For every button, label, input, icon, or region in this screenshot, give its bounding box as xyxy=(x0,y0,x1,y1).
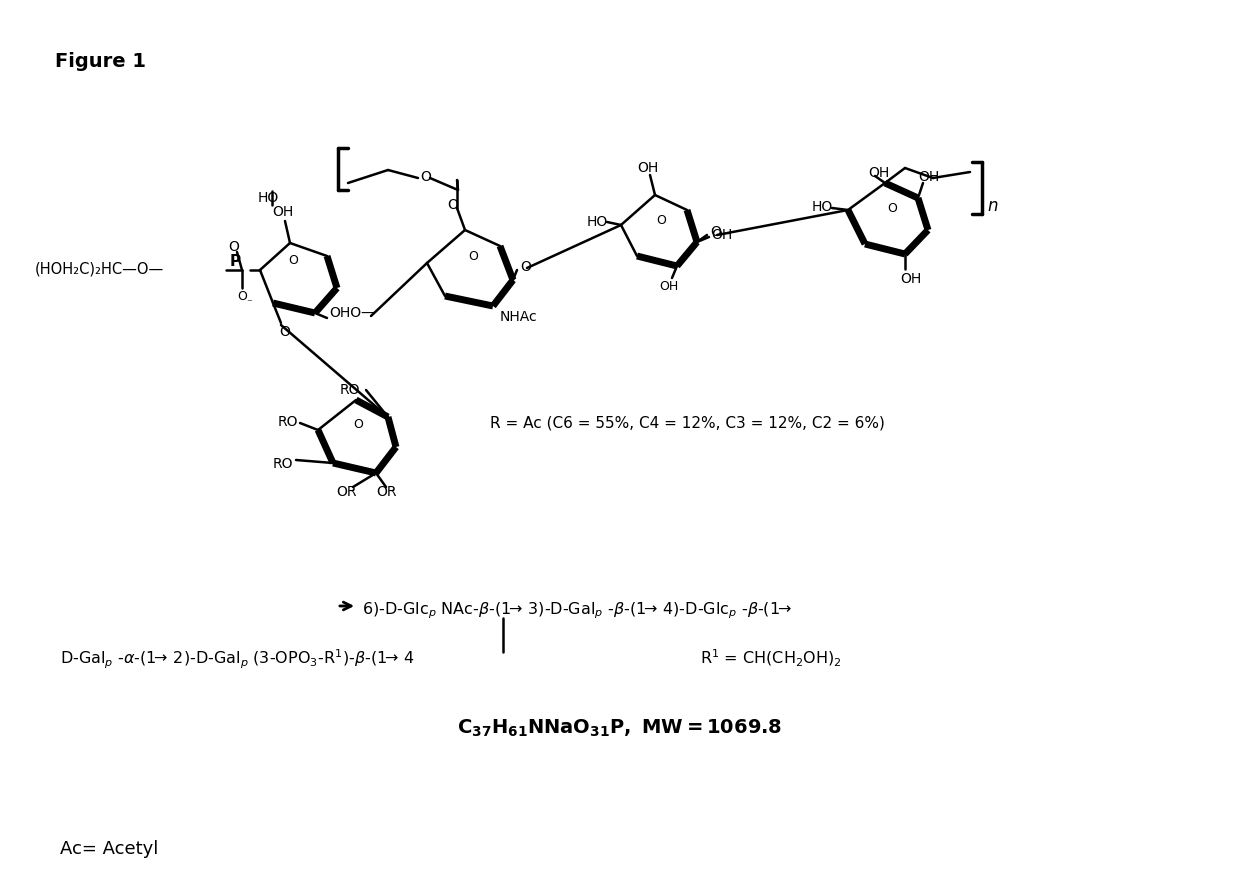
Text: 6)-D-Glc$_p$ NAc-$\beta$-(1$\!\!\rightarrow\!$ 3)-D-Gal$_p$ -$\beta$-(1$\!\!\rig: 6)-D-Glc$_p$ NAc-$\beta$-(1$\!\!\rightar… xyxy=(357,600,792,621)
Text: OH: OH xyxy=(900,272,921,286)
Text: HO: HO xyxy=(258,191,279,205)
Text: O: O xyxy=(520,260,531,274)
Text: HO: HO xyxy=(812,200,833,214)
Text: O: O xyxy=(288,253,298,267)
Text: R = Ac (C6 = 55%, C4 = 12%, C3 = 12%, C2 = 6%): R = Ac (C6 = 55%, C4 = 12%, C3 = 12%, C2… xyxy=(490,415,885,430)
Text: OH: OH xyxy=(711,228,733,242)
Text: P: P xyxy=(229,254,241,269)
Text: n: n xyxy=(987,197,997,215)
Text: O: O xyxy=(237,290,247,303)
Text: O: O xyxy=(279,325,290,339)
Text: RO: RO xyxy=(340,383,361,397)
Text: OH: OH xyxy=(637,161,658,175)
Text: OH: OH xyxy=(658,280,678,293)
Text: OR: OR xyxy=(376,485,397,499)
Text: Figure 1: Figure 1 xyxy=(55,52,146,71)
Text: NHAc: NHAc xyxy=(500,310,538,324)
Text: R$^1$ = CH(CH$_2$OH)$_2$: R$^1$ = CH(CH$_2$OH)$_2$ xyxy=(701,648,842,669)
Text: O: O xyxy=(228,240,239,254)
Text: O: O xyxy=(656,213,666,227)
Text: OR: OR xyxy=(336,485,357,499)
Text: ⁻: ⁻ xyxy=(246,298,252,308)
Text: $\mathbf{C_{37}H_{61}NNaO_{31}P,}$ $\mathbf{MW=1069.8}$: $\mathbf{C_{37}H_{61}NNaO_{31}P,}$ $\mat… xyxy=(458,718,782,739)
Text: OH: OH xyxy=(272,205,293,219)
Text: O: O xyxy=(353,418,363,432)
Text: RO: RO xyxy=(278,415,299,429)
Text: Ac= Acetyl: Ac= Acetyl xyxy=(60,840,159,858)
Text: O: O xyxy=(420,170,430,184)
Text: O: O xyxy=(446,198,458,212)
Text: (HOH₂C)₂HC—O—: (HOH₂C)₂HC—O— xyxy=(35,262,164,277)
Text: O: O xyxy=(467,250,477,262)
Text: OH: OH xyxy=(918,170,939,184)
Text: HO: HO xyxy=(587,215,609,229)
Text: O: O xyxy=(887,202,897,214)
Text: D-Gal$_p$ -$\alpha$-(1$\!\!\rightarrow\!$ 2)-D-Gal$_p$ (3-OPO$_3$-R$^1$)-$\beta$: D-Gal$_p$ -$\alpha$-(1$\!\!\rightarrow\!… xyxy=(60,648,414,672)
Text: RO: RO xyxy=(273,457,294,471)
Text: OHO—: OHO— xyxy=(329,306,374,320)
Text: OH: OH xyxy=(868,166,889,180)
Text: O: O xyxy=(711,225,720,239)
